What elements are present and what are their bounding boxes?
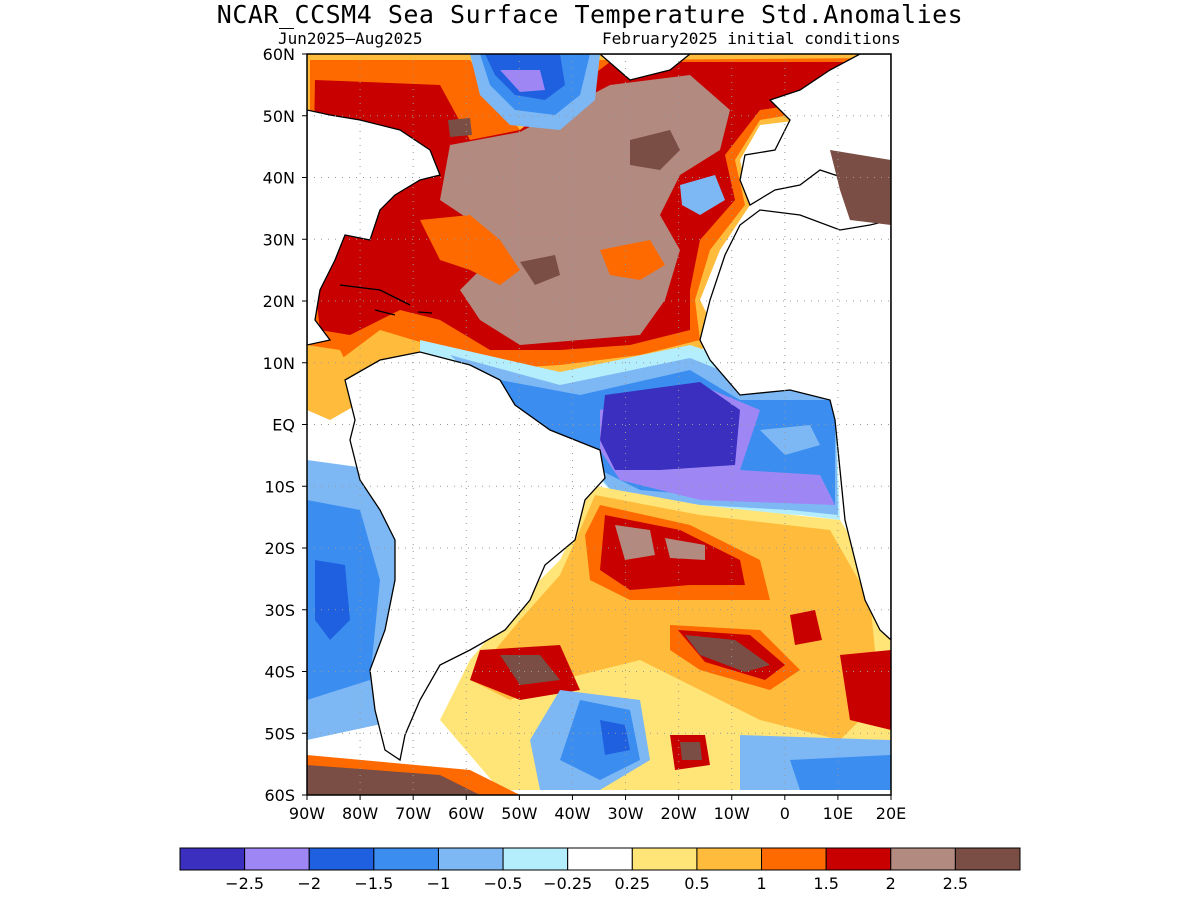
colorbar-label: 2: [886, 874, 896, 893]
lon-label: 10W: [714, 804, 750, 823]
lat-label: EQ: [272, 416, 295, 435]
south-cold-2: [560, 700, 640, 780]
lon-label: 90W: [289, 804, 325, 823]
lat-label: 20S: [264, 539, 295, 558]
africa-land: [699, 209, 891, 641]
colorbar-swatch: [761, 847, 827, 871]
colorbar-swatch: [567, 847, 633, 871]
colorbar-label: 0.25: [614, 874, 650, 893]
europe-warm-coast: [830, 150, 891, 225]
anomaly-field: [307, 54, 891, 795]
se-warm-spot: [790, 610, 822, 645]
iberia-cold-spot: [680, 175, 725, 215]
colorbar-labels: −2.5 −2 −1.5 −1 −0.5 −0.25 0.25 0.5 1 1.5 2 2.5: [225, 874, 968, 893]
argentine-warm-2: [500, 655, 560, 685]
lon-label: 20E: [876, 804, 906, 823]
labrador-cold-4: [500, 70, 545, 92]
na-dark-patch-1: [630, 130, 680, 170]
tropical-cold-spot: [760, 425, 820, 455]
lon-label: 10E: [823, 804, 853, 823]
lat-label: 60S: [264, 786, 295, 805]
lon-label: 20W: [661, 804, 697, 823]
colorbar-swatch: [825, 847, 892, 871]
lat-label: 10N: [263, 354, 295, 373]
colorbar-swatch: [244, 847, 310, 871]
lat-label: 50N: [263, 107, 295, 126]
colorbar-swatch: [890, 847, 956, 871]
na-orange-streak-1: [420, 215, 520, 285]
figure-title: NCAR_CCSM4 Sea Surface Temperature Std.A…: [216, 0, 964, 29]
colorbar-label: −0.5: [484, 874, 523, 893]
na-dark-patch-2: [520, 255, 560, 285]
lon-label: 80W: [342, 804, 378, 823]
lat-label: 20N: [263, 292, 295, 311]
colorbar-label: 1.5: [813, 874, 838, 893]
colorbar-label: 2.5: [943, 874, 968, 893]
pacific-cold-3: [315, 560, 350, 640]
colorbar-swatch: [696, 847, 763, 871]
na-dark-patch-3: [448, 118, 472, 137]
sa-pink-2: [665, 538, 705, 560]
colorbar-label: −2.5: [225, 874, 264, 893]
colorbar-label: −0.25: [543, 874, 592, 893]
tropical-cold-5: [600, 382, 740, 470]
south-cold-5: [790, 755, 891, 790]
colorbar-label: −1: [427, 874, 451, 893]
lon-label: 70W: [395, 804, 431, 823]
longitude-labels: 90W 80W 70W 60W 50W 40W 30W 20W 10W 0 10E 20E: [289, 795, 906, 823]
drake-dark-band: [307, 765, 480, 795]
colorbar-label: −1.5: [354, 874, 393, 893]
colorbar-label: 1: [756, 874, 766, 893]
sa-dark-band: [685, 635, 770, 672]
lat-label: 40S: [264, 663, 295, 682]
lon-label: 30W: [607, 804, 643, 823]
colorbar-label: 0.5: [684, 874, 709, 893]
south-dark-spot: [680, 742, 702, 760]
colorbar-swatch: [373, 847, 439, 871]
colorbar-swatch: [308, 847, 375, 871]
lat-label: 60N: [263, 45, 295, 64]
lat-label: 30N: [263, 230, 295, 249]
lat-label: 30S: [264, 601, 295, 620]
lat-label: 40N: [263, 169, 295, 188]
lat-label: 10S: [264, 477, 295, 496]
colorbar-swatch: [502, 847, 569, 871]
lon-label: 60W: [448, 804, 484, 823]
lon-label: 50W: [501, 804, 537, 823]
initial-conditions: February2025 initial conditions: [602, 29, 901, 48]
benguela-warm: [840, 650, 891, 730]
colorbar-swatch: [954, 847, 1021, 871]
south-cold-3: [600, 720, 630, 755]
colorbar: [179, 847, 1021, 871]
caribbean-islands: [339, 284, 433, 316]
south-america-land: [344, 351, 606, 762]
colorbar-swatch: [179, 847, 246, 871]
colorbar-swatch: [437, 847, 504, 871]
sa-pink-1: [615, 525, 655, 560]
latitude-labels: 60N 50N 40N 30N 20N 10N EQ 10S 20S 30S 40S 50S 60S: [263, 45, 307, 805]
greenland-land: [599, 54, 692, 81]
north-america-land: [307, 109, 441, 346]
lon-label: 0: [780, 804, 790, 823]
lon-label: 40W: [554, 804, 590, 823]
colorbar-swatch: [631, 847, 698, 871]
na-orange-streak-2: [600, 240, 665, 280]
lat-label: 50S: [264, 724, 295, 743]
forecast-period: Jun2025–Aug2025: [278, 29, 423, 48]
colorbar-label: −2: [297, 874, 321, 893]
